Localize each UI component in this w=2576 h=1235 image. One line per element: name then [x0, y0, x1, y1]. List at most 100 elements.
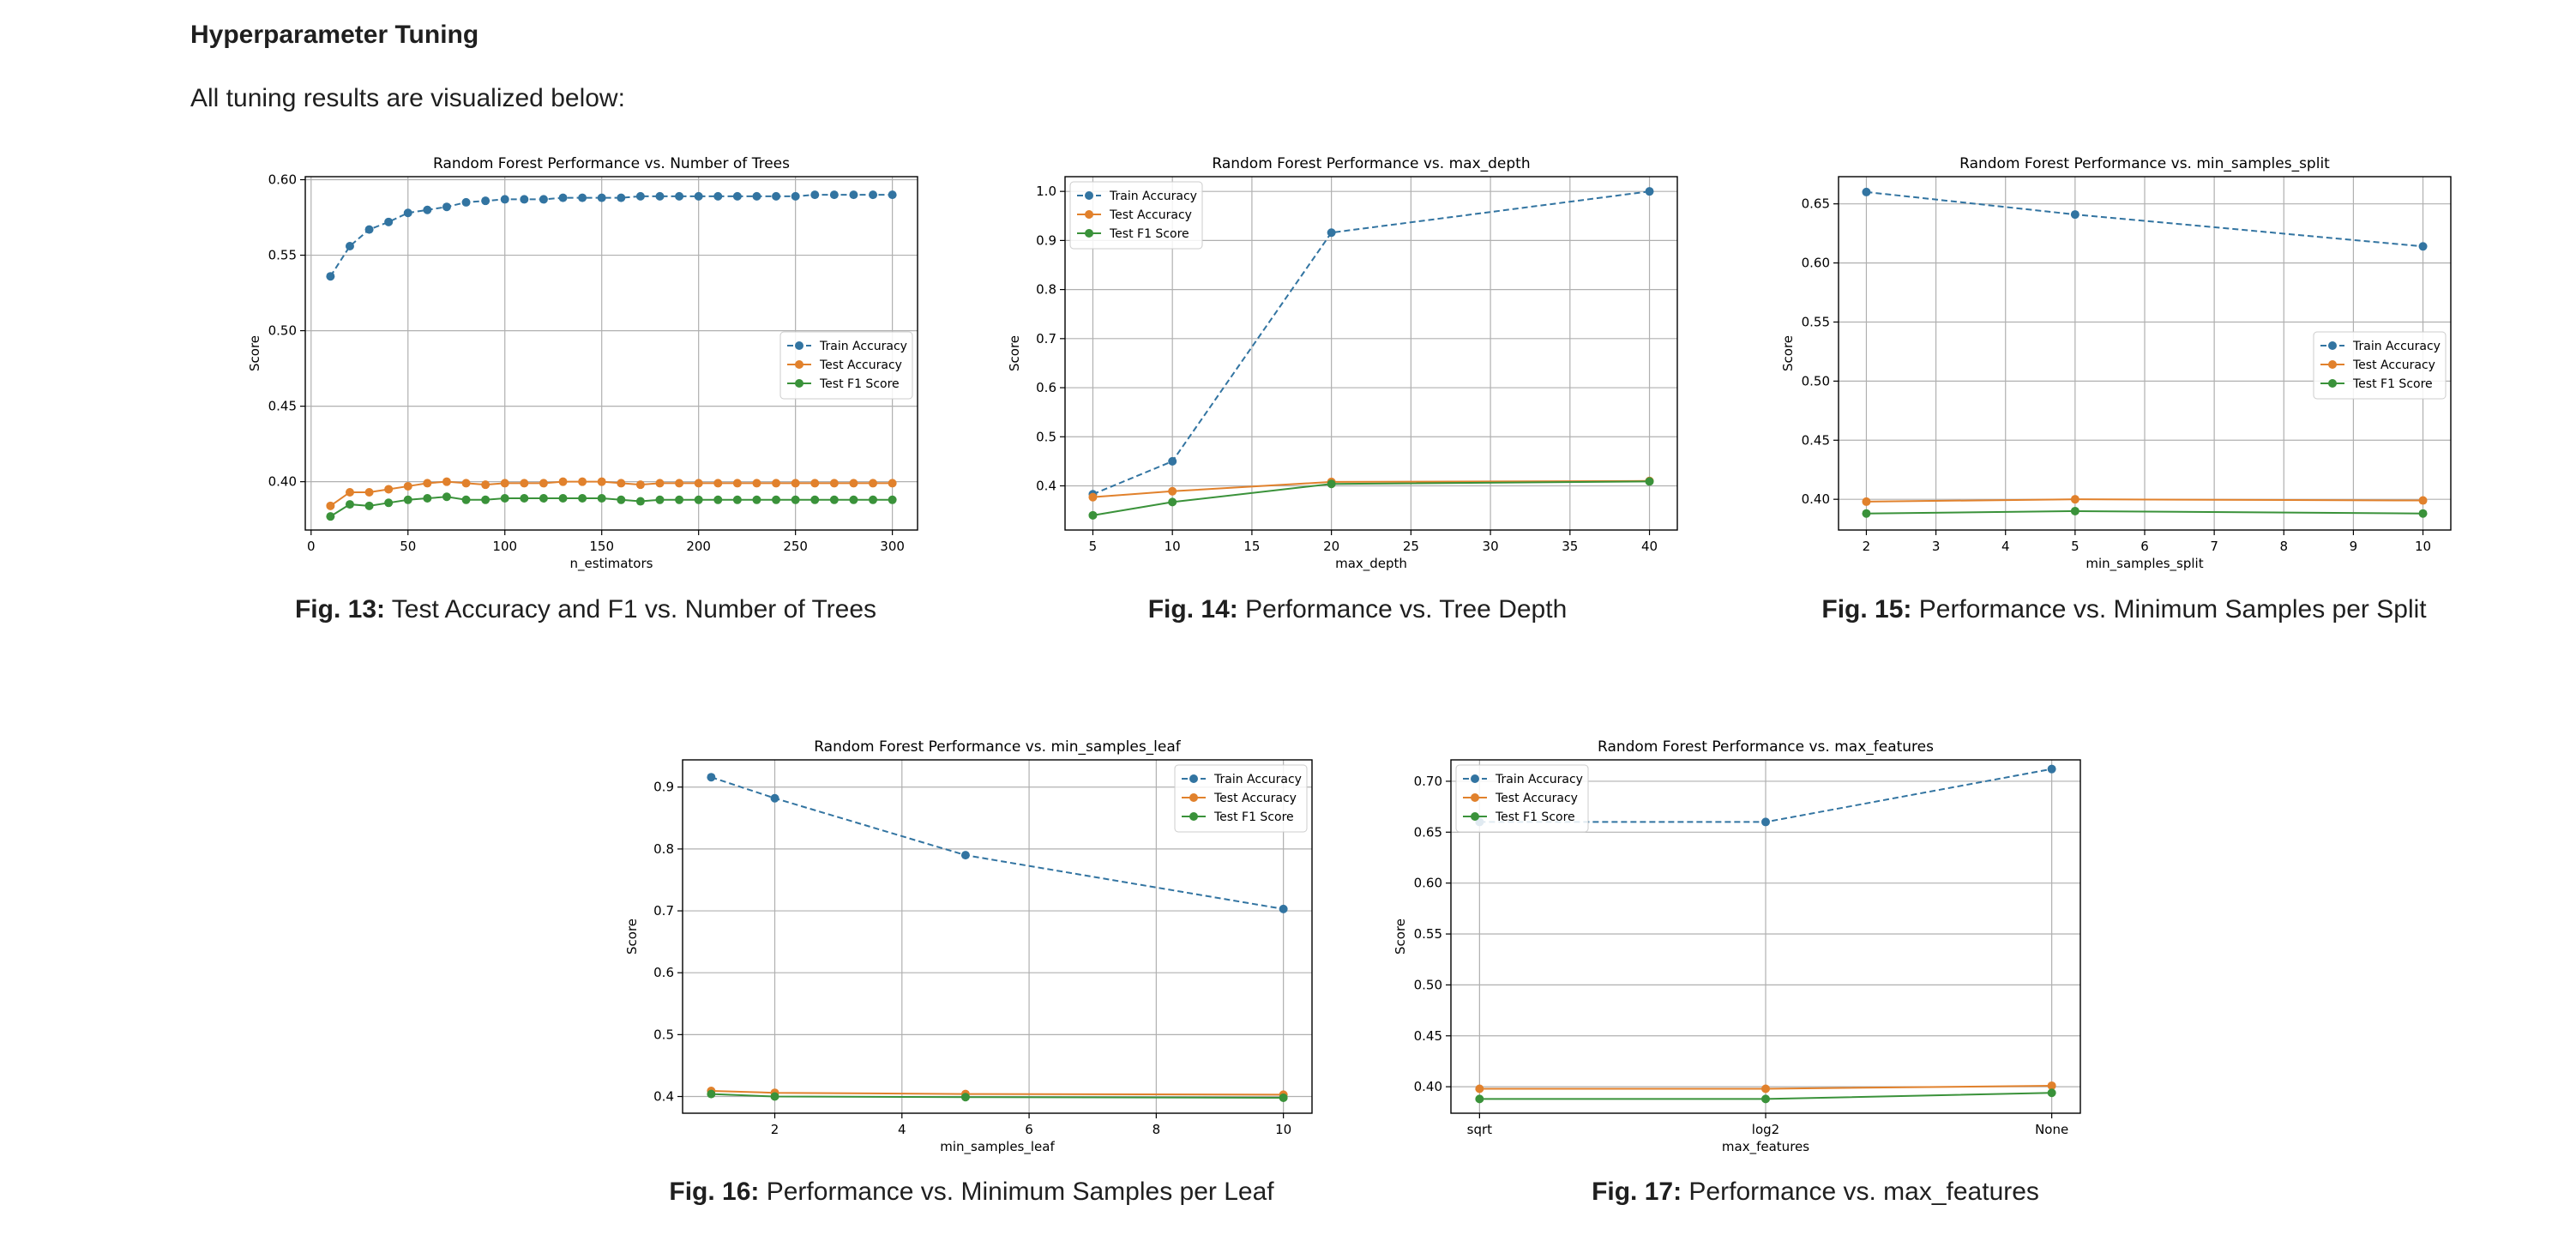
data-point-train [1862, 187, 1871, 196]
y-tick-label: 0.9 [1036, 232, 1056, 248]
y-tick-label: 0.45 [1414, 1028, 1442, 1044]
data-point-train [772, 191, 781, 201]
legend-marker [2328, 379, 2337, 388]
legend-label: Train Accuracy [1109, 190, 1197, 203]
legend-marker [795, 379, 803, 388]
caption-14: Fig. 14: Performance vs. Tree Depth [1148, 595, 1568, 624]
data-point-train [578, 193, 587, 202]
y-tick-label: 1.0 [1036, 184, 1056, 199]
data-point-f1 [960, 1093, 970, 1102]
legend-marker [1085, 191, 1093, 200]
figure-14: Random Forest Performance vs. max_depth 5… [1007, 153, 1696, 581]
data-point-train [617, 193, 626, 202]
y-tick-label: 0.40 [268, 474, 297, 490]
x-tick-label: 8 [1153, 1122, 1161, 1137]
data-point-test [655, 479, 665, 488]
legend-marker [1085, 210, 1093, 219]
data-point-train [2418, 242, 2428, 251]
y-tick-label: 0.65 [1802, 196, 1830, 212]
data-point-train [1761, 817, 1770, 827]
series-line-train [711, 776, 1284, 910]
y-axis-label: Score [247, 335, 262, 371]
legend: Train Accuracy Test Accuracy Test F1 Score [2313, 331, 2447, 400]
intro-text: All tuning results are visualized below: [190, 84, 625, 112]
data-point-train [364, 225, 374, 234]
caption-15-text: Performance vs. Minimum Samples per Spli… [1918, 595, 2427, 624]
x-tick-label: 5 [2071, 539, 2079, 554]
data-point-train [675, 191, 684, 201]
data-point-train [1327, 228, 1336, 238]
data-point-test [791, 479, 800, 488]
y-tick-label: 0.45 [268, 399, 297, 414]
data-point-train [694, 191, 703, 201]
x-tick-label: 5 [1089, 539, 1098, 554]
y-tick-label: 0.40 [1414, 1079, 1442, 1094]
data-point-f1 [713, 495, 723, 504]
data-point-f1 [1088, 510, 1098, 520]
data-point-train [1279, 904, 1288, 913]
data-point-train [635, 191, 645, 201]
legend-marker [1085, 229, 1093, 238]
y-tick-label: 0.6 [1036, 380, 1056, 395]
y-tick-label: 0.8 [653, 841, 674, 857]
legend-marker [1471, 774, 1479, 783]
y-tick-label: 0.45 [1802, 432, 1830, 448]
data-point-test [345, 487, 354, 497]
data-point-test [364, 487, 374, 497]
legend-label: Train Accuracy [819, 340, 907, 353]
data-point-f1 [597, 494, 606, 503]
x-tick-label: 2 [771, 1122, 779, 1137]
y-tick-label: 0.55 [1802, 314, 1830, 329]
data-point-f1 [635, 497, 645, 506]
data-point-train [888, 190, 897, 200]
figure-15: Random Forest Performance vs. min_sample… [1780, 153, 2470, 581]
caption-13: Fig. 13: Test Accuracy and F1 vs. Number… [295, 595, 876, 624]
data-point-f1 [732, 495, 742, 504]
data-point-train [481, 196, 491, 206]
caption-17-text: Performance vs. max_features [1688, 1178, 2039, 1206]
legend-label: Train Accuracy [1213, 773, 1302, 786]
data-point-test [829, 479, 839, 488]
x-tick-label: 6 [2140, 539, 2149, 554]
y-tick-label: 0.50 [1414, 977, 1442, 992]
data-point-train [732, 191, 742, 201]
data-point-train [713, 191, 723, 201]
page-heading: Hyperparameter Tuning [190, 21, 479, 49]
x-tick-label: 0 [307, 539, 316, 554]
data-point-f1 [694, 495, 703, 504]
chart-17: Random Forest Performance vs. max_featur… [1393, 738, 2081, 1155]
figure-16: Random Forest Performance vs. min_sample… [624, 736, 1314, 1165]
chart-15: Random Forest Performance vs. min_sample… [1780, 155, 2452, 572]
data-point-test [1168, 486, 1177, 496]
x-tick-label: 10 [1165, 539, 1181, 554]
data-point-f1 [770, 1092, 779, 1101]
figure-13: Random Forest Performance vs. Number of … [247, 153, 936, 581]
x-axis-label: max_depth [1335, 556, 1407, 572]
data-point-f1 [442, 492, 451, 502]
caption-13-label: Fig. 13: [294, 595, 385, 624]
y-tick-label: 0.60 [1414, 876, 1442, 891]
data-point-test [752, 479, 761, 488]
y-axis-label: Score [1780, 335, 1796, 371]
caption-15: Fig. 15: Performance vs. Minimum Samples… [1821, 595, 2426, 624]
legend-label: Train Accuracy [1495, 773, 1583, 786]
data-point-f1 [2047, 1088, 2056, 1098]
legend-label: Test F1 Score [2352, 377, 2433, 391]
y-tick-label: 0.70 [1414, 774, 1442, 789]
data-point-f1 [326, 512, 335, 521]
data-point-train [500, 195, 509, 204]
y-tick-label: 0.55 [1414, 926, 1442, 942]
x-tick-label: 8 [2279, 539, 2288, 554]
data-point-test [461, 479, 471, 488]
x-tick-label: 2 [1863, 539, 1871, 554]
data-point-test [481, 480, 491, 490]
y-tick-label: 0.6 [653, 965, 674, 980]
x-tick-label: 300 [880, 539, 905, 554]
data-point-train [403, 208, 412, 218]
legend-label: Test Accuracy [1109, 208, 1192, 222]
legend-box [1069, 181, 1203, 250]
data-point-test [732, 479, 742, 488]
legend-label: Test F1 Score [1495, 810, 1575, 824]
series-line-test [711, 1090, 1284, 1096]
series-line-f1 [329, 496, 893, 518]
